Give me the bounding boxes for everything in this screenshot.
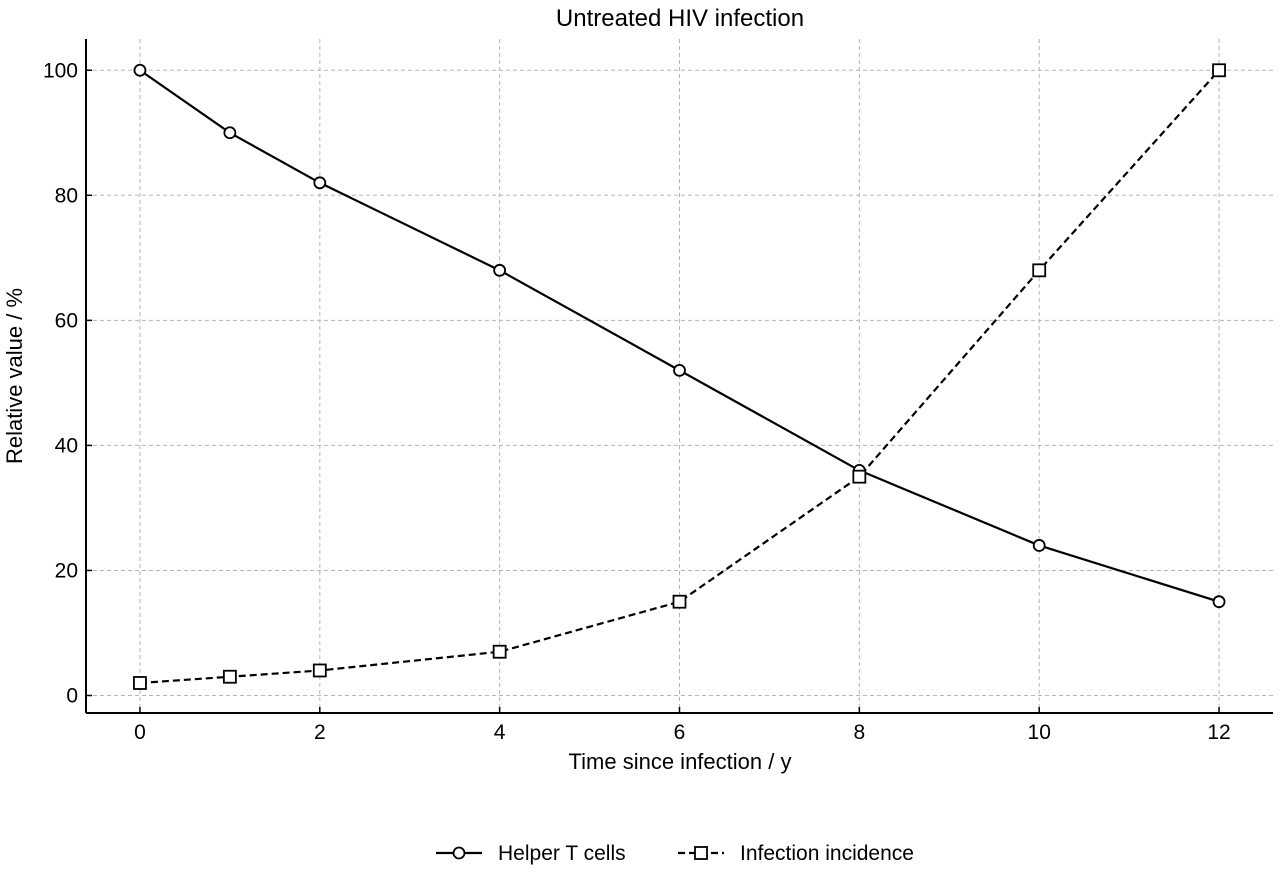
series-2 [133,63,1226,690]
data-point [312,663,327,678]
y-axis-title: Relative value / % [2,288,27,464]
y-tick-label: 80 [55,184,78,207]
x-tick-label: 4 [494,721,506,744]
legend-marker [452,846,466,860]
data-point [133,676,147,690]
data-point [313,176,327,190]
chart-title: Untreated HIV infection [556,5,804,32]
data-point [493,263,507,277]
data-point [672,594,687,609]
legend-label: Helper T cells [498,842,626,865]
data-point [852,469,867,484]
legend: Helper T cells Infection incidence [436,842,914,865]
series-layer [133,63,1226,690]
x-tick-label: 2 [314,721,326,744]
series-1 [133,63,1226,609]
y-tick-label: 0 [66,684,78,707]
legend-label: Infection incidence [740,842,914,865]
data-point [133,63,147,77]
y-tick-label: 60 [55,309,78,332]
y-tick-label: 100 [43,59,78,82]
data-point [1032,539,1046,552]
x-tick-label: 10 [1028,721,1051,744]
data-point [223,126,237,140]
legend-marker [694,846,708,860]
x-tick-label: 12 [1207,721,1230,744]
x-tick-label: 8 [854,721,866,744]
y-tick-label: 20 [55,559,78,582]
x-tick-label: 0 [134,721,146,744]
data-point [1032,263,1047,278]
series-line [139,69,1220,685]
y-tick-label: 40 [55,434,78,457]
x-tick-label: 6 [674,721,686,744]
data-point [1212,63,1226,78]
data-point [673,363,686,377]
x-axis-title: Time since infection / y [569,749,792,774]
legend-entry: Helper T cells [436,842,626,865]
axes [85,39,1273,714]
data-point [222,669,237,684]
tick-labels: 0 2 4 6 8 10 12 0 20 40 60 80 100 [43,59,1231,744]
grid [86,39,1273,713]
legend-entry: Infection incidence [678,842,914,865]
data-point [492,644,507,659]
data-point [1212,595,1226,609]
series-line [139,69,1220,603]
